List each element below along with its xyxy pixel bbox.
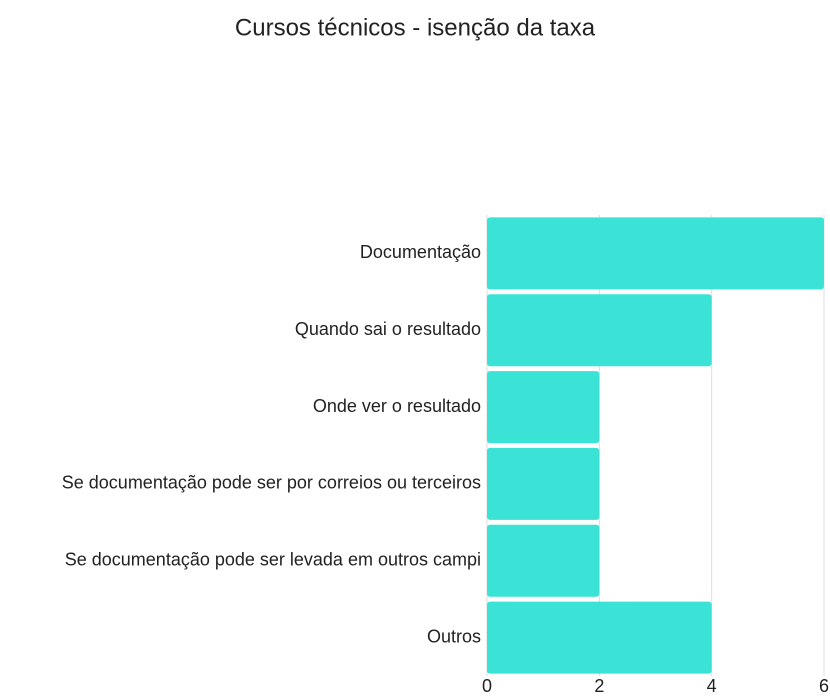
bar [487, 601, 712, 674]
y-tick-label: Se documentação pode ser levada em outro… [65, 550, 481, 570]
x-tick-label: 0 [482, 676, 492, 696]
bar [487, 294, 712, 367]
bar [487, 447, 600, 520]
x-tick-label: 2 [594, 676, 604, 696]
bar [487, 524, 600, 597]
y-tick-label: Outros [427, 626, 481, 646]
x-tick-label: 6 [819, 676, 829, 696]
bar [487, 371, 600, 444]
y-tick-label: Onde ver o resultado [313, 396, 481, 416]
x-tick-label: 4 [707, 676, 717, 696]
y-tick-label: Quando sai o resultado [295, 319, 481, 339]
bar [487, 217, 824, 290]
chart-title: Cursos técnicos - isenção da taxa [235, 14, 596, 41]
y-tick-label: Se documentação pode ser por correios ou… [62, 473, 481, 493]
y-tick-label: Documentação [360, 242, 481, 262]
